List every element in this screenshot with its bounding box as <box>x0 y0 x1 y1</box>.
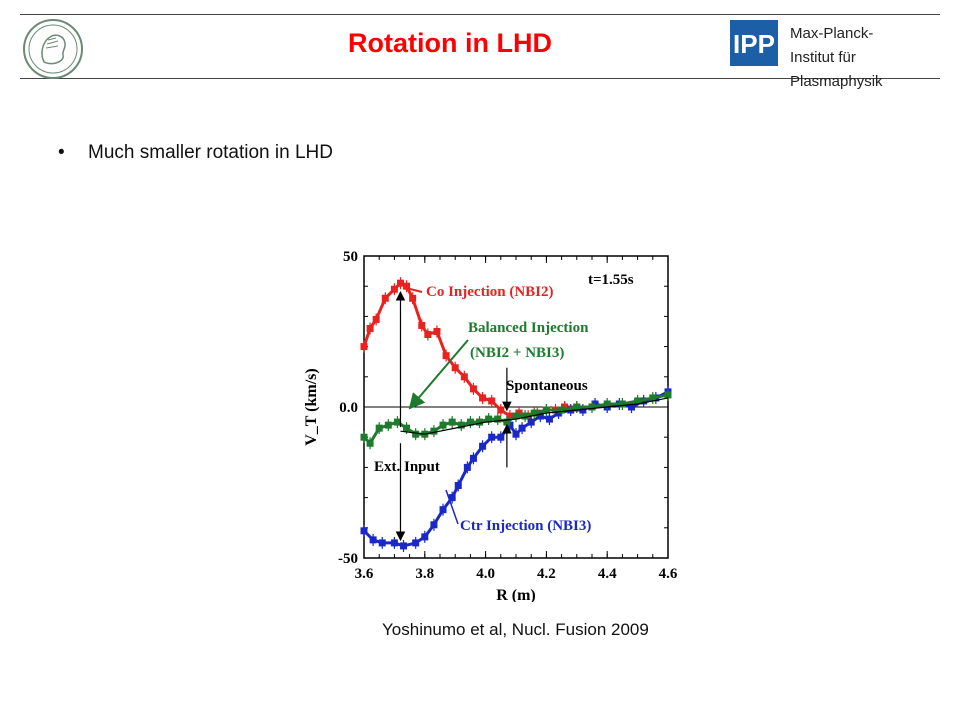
figure-caption: Yoshinumo et al, Nucl. Fusion 2009 <box>382 620 649 639</box>
rotation-chart: 3.6 3.8 4.0 4.2 4.4 4.6 50 0.0 -50 R (m) V_T (km/s… <box>303 249 678 602</box>
y-axis-label: V_T (km/s) <box>303 368 320 446</box>
ipp-logo-text: IPP <box>733 29 775 59</box>
minerva-logo-icon <box>23 19 83 79</box>
bullet-text: Much smaller rotation in LHD <box>88 142 333 163</box>
ipp-logo-icon: IPP <box>730 20 778 66</box>
x-tick-label: 3.8 <box>415 566 434 582</box>
co-injection-label: Co Injection (NBI2) <box>426 284 554 300</box>
x-tick-label: 4.6 <box>659 566 678 582</box>
institute-line: Plasmaphysik <box>790 73 883 90</box>
bullet-dot: • <box>58 142 65 163</box>
x-tick-label: 4.2 <box>537 566 556 582</box>
y-tick-label: 0.0 <box>339 400 358 416</box>
ext-input-label: Ext. Input <box>374 459 440 475</box>
institute-name: Max-Planck- Institut für Plasmaphysik <box>790 22 940 94</box>
x-tick-label: 4.4 <box>598 566 617 582</box>
x-tick-label: 3.6 <box>355 566 374 582</box>
x-axis-label: R (m) <box>496 587 536 602</box>
series-line-3 <box>400 397 669 435</box>
spontaneous-label: Spontaneous <box>506 378 588 394</box>
ctr-pointer <box>445 489 459 525</box>
header-top-rule <box>20 14 940 15</box>
y-tick-label: -50 <box>338 551 358 567</box>
balanced-injection-label: (NBI2 + NBI3) <box>470 345 564 361</box>
y-tick-label: 50 <box>343 249 358 265</box>
bullet-item: • Much smaller rotation in LHD <box>58 142 333 164</box>
balanced-arrow <box>408 339 469 410</box>
x-tick-label: 4.0 <box>476 566 495 582</box>
time-label: t=1.55s <box>588 272 634 288</box>
institute-line: Max-Planck- <box>790 25 874 42</box>
page-title: Rotation in LHD <box>348 28 552 58</box>
header-bottom-rule <box>20 78 940 79</box>
institute-line: Institut für <box>790 49 856 66</box>
ctr-injection-label: Ctr Injection (NBI3) <box>460 518 591 534</box>
balanced-injection-label: Balanced Injection <box>468 320 589 336</box>
co-pointer <box>405 287 423 293</box>
